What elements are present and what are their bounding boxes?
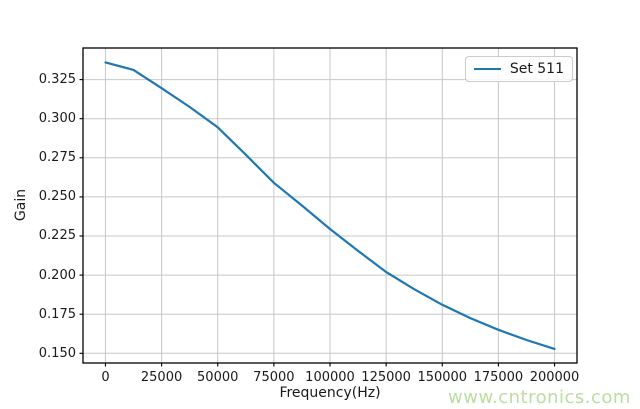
- watermark: www.cntronics.com: [448, 387, 631, 408]
- y-tick-label: 0.225: [38, 228, 76, 244]
- x-tick-label: 175000: [473, 370, 524, 385]
- x-tick-label: 25000: [140, 370, 183, 385]
- x-tick-label: 0: [101, 370, 110, 385]
- x-tick-label: 200000: [529, 370, 580, 385]
- x-tick-label: 75000: [253, 370, 295, 385]
- x-tick-label: 125000: [361, 370, 411, 385]
- x-tick-label: 100000: [305, 370, 355, 385]
- y-tick-label: 0.150: [38, 345, 76, 361]
- y-tick-label: 0.250: [38, 189, 76, 205]
- y-tick-label: 0.300: [38, 111, 76, 127]
- y-tick-label: 0.275: [38, 150, 76, 166]
- y-tick-label: 0.175: [38, 306, 76, 322]
- x-tick-label: 50000: [197, 370, 239, 385]
- legend-line-sample-icon: [474, 68, 501, 70]
- series-line-set-511: [104, 61, 556, 350]
- legend: Set 511: [465, 56, 573, 82]
- legend-entry-label: Set 511: [509, 61, 564, 77]
- x-axis-label: Frequency(Hz): [279, 385, 381, 401]
- x-tick-label: 150000: [417, 370, 468, 385]
- y-axis-label: Gain: [13, 188, 29, 222]
- y-tick-label: 0.325: [38, 72, 76, 88]
- y-tick-label: 0.200: [38, 267, 76, 283]
